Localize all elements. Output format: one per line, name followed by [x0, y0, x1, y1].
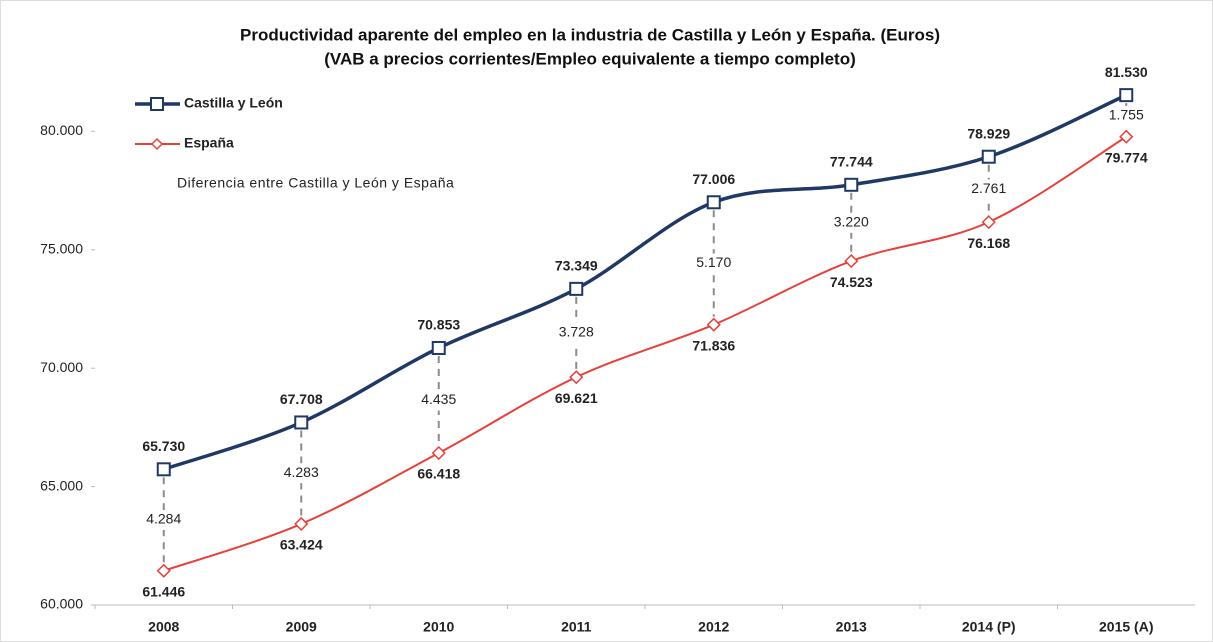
marker	[569, 370, 584, 385]
data-label: 81.530	[1105, 64, 1148, 80]
marker	[156, 462, 171, 477]
marker	[844, 254, 859, 269]
marker	[981, 149, 996, 164]
legend-marker	[150, 137, 164, 151]
data-label: 66.418	[417, 466, 460, 482]
y-tick-label: 75.000	[40, 240, 83, 256]
legend-marker	[150, 97, 164, 111]
difference-label: 4.435	[421, 391, 456, 407]
data-label: 76.168	[967, 235, 1010, 251]
x-tick-label: 2012	[698, 619, 729, 635]
marker	[706, 317, 721, 332]
marker	[1119, 129, 1134, 144]
difference-label-bg	[277, 463, 326, 484]
x-tick-label: 2008	[148, 619, 179, 635]
difference-label: 1.755	[1109, 107, 1144, 123]
marker	[294, 415, 309, 430]
data-label: 71.836	[692, 337, 735, 353]
difference-label-bg	[139, 510, 188, 531]
difference-label-bg	[1102, 105, 1151, 126]
data-label: 77.006	[692, 171, 735, 187]
y-tick-label: 65.000	[40, 477, 83, 493]
marker	[981, 215, 996, 230]
difference-label-bg	[964, 179, 1013, 200]
difference-label-bg	[827, 212, 876, 233]
chart-title: Productividad aparente del empleo en la …	[240, 25, 940, 44]
y-tick-label: 80.000	[40, 122, 83, 138]
difference-legend: Diferencia entre Castilla y León y Españ…	[177, 175, 454, 191]
data-label: 65.730	[142, 438, 185, 454]
marker	[294, 516, 309, 531]
legend-label: Castilla y León	[184, 95, 283, 111]
marker	[706, 195, 721, 210]
data-label: 73.349	[555, 258, 598, 274]
difference-label: 5.170	[696, 254, 731, 270]
data-label: 70.853	[417, 317, 460, 333]
x-tick-label: 2009	[286, 619, 317, 635]
series-line	[163, 93, 1127, 471]
data-label: 61.446	[142, 583, 185, 599]
x-tick-label: 2014 (P)	[962, 619, 1016, 635]
difference-label: 3.728	[559, 324, 594, 340]
marker	[156, 563, 171, 578]
x-tick-label: 2015 (A)	[1099, 619, 1153, 635]
difference-label: 3.220	[834, 214, 869, 230]
data-label: 63.424	[280, 537, 323, 553]
legend-label: España	[184, 135, 234, 151]
difference-label-bg	[552, 323, 601, 344]
marker	[1119, 88, 1134, 103]
x-tick-label: 2011	[561, 619, 592, 635]
chart-subtitle: (VAB a precios corrientes/Empleo equival…	[324, 49, 856, 68]
marker	[844, 177, 859, 192]
data-label: 79.774	[1105, 149, 1148, 165]
data-label: 77.744	[830, 153, 873, 169]
marker	[431, 445, 446, 461]
y-tick-label: 60.000	[40, 596, 83, 612]
marker	[431, 340, 446, 355]
y-tick-label: 70.000	[40, 359, 83, 375]
difference-label: 4.284	[146, 511, 181, 527]
difference-label: 2.761	[971, 180, 1006, 196]
difference-label-bg	[689, 253, 738, 274]
series-line	[163, 135, 1127, 572]
data-label: 69.621	[555, 390, 598, 406]
difference-label-bg	[414, 390, 463, 411]
difference-label: 4.283	[284, 464, 319, 480]
data-label: 67.708	[280, 391, 323, 407]
data-label: 74.523	[830, 274, 873, 290]
x-tick-label: 2013	[836, 619, 867, 635]
data-label: 78.929	[967, 125, 1010, 141]
x-tick-label: 2010	[423, 619, 454, 635]
marker	[569, 281, 584, 296]
